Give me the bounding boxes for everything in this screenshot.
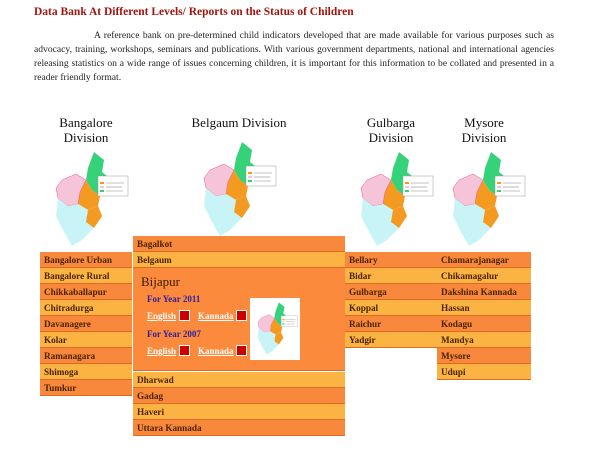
district-row[interactable]: Tumkur: [40, 380, 132, 396]
year-label: For Year 2007: [147, 329, 201, 339]
division-heading: Belgaum Division: [191, 115, 287, 130]
district-row[interactable]: Gadag: [133, 388, 345, 404]
division-heading: Mysore Division: [461, 115, 507, 145]
district-row[interactable]: Hassan: [437, 300, 531, 316]
district-row[interactable]: Kolar: [40, 332, 132, 348]
district-row[interactable]: Davanagere: [40, 316, 132, 332]
district-row[interactable]: Bellary: [345, 252, 437, 268]
district-row[interactable]: Gulbarga: [345, 284, 437, 300]
district-panel: Bijapur For Year 2011 English Kannada For Ye…: [133, 268, 345, 371]
pdf-icon: [179, 345, 190, 356]
district-row[interactable]: Shimoga: [40, 364, 132, 380]
district-row[interactable]: Kodagu: [437, 316, 531, 332]
division-map: [347, 150, 437, 250]
district-row[interactable]: Chikamagalur: [437, 268, 531, 284]
district-row[interactable]: Bidar: [345, 268, 437, 284]
district-row[interactable]: Uttara Kannada: [133, 420, 345, 436]
district-row[interactable]: Udupi: [437, 364, 531, 380]
district-row[interactable]: Mandya: [437, 332, 531, 348]
district-row[interactable]: Bagalkot: [133, 236, 345, 252]
district-row[interactable]: Chamarajanagar: [437, 252, 531, 268]
report-link[interactable]: Kannada: [198, 346, 234, 356]
district-row[interactable]: Raichur: [345, 316, 437, 332]
division-heading: Bangalore Division: [59, 115, 113, 145]
district-title: Bijapur: [141, 274, 180, 289]
report-link[interactable]: Kannada: [198, 311, 234, 321]
district-row[interactable]: Haveri: [133, 404, 345, 420]
district-row[interactable]: Dakshina Kannada: [437, 284, 531, 300]
division-map: [250, 300, 300, 358]
pdf-icon: [236, 345, 247, 356]
page-title: Data Bank At Different Levels/ Reports o…: [34, 6, 354, 18]
district-row[interactable]: Yadgir: [345, 332, 437, 348]
division-map: [439, 150, 529, 250]
district-row[interactable]: Bangalore Urban: [40, 252, 132, 268]
district-row[interactable]: Koppal: [345, 300, 437, 316]
year-label: For Year 2011: [147, 294, 201, 304]
district-row[interactable]: Belgaum: [133, 252, 345, 268]
division-map: [190, 140, 280, 240]
report-link[interactable]: English: [147, 346, 177, 356]
pdf-icon: [236, 310, 247, 321]
intro-text: A reference bank on pre-determined child…: [34, 30, 554, 83]
district-row[interactable]: Dharwad: [133, 372, 345, 388]
district-row[interactable]: Chitradurga: [40, 300, 132, 316]
division-map: [42, 150, 132, 250]
report-link[interactable]: English: [147, 311, 177, 321]
district-row[interactable]: Bangalore Rural: [40, 268, 132, 284]
division-heading: Gulbarga Division: [366, 115, 416, 145]
district-row[interactable]: Mysore: [437, 348, 531, 364]
pdf-icon: [179, 310, 190, 321]
district-row[interactable]: Ramanagara: [40, 348, 132, 364]
district-row[interactable]: Chikkaballapur: [40, 284, 132, 300]
